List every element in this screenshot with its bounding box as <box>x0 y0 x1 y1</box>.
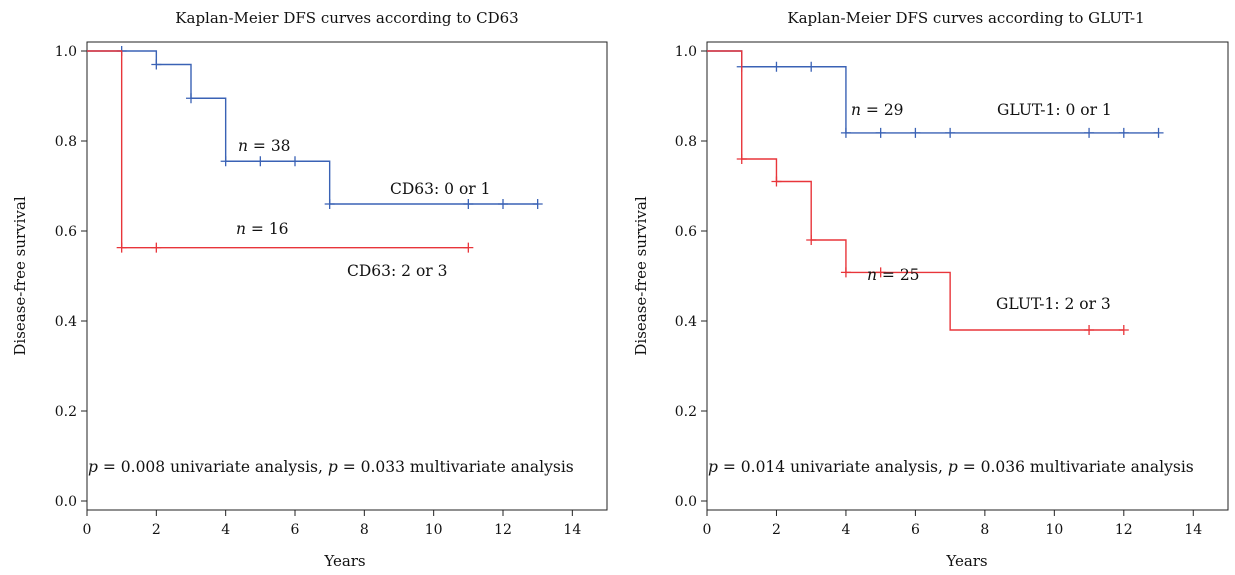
x-tick-label: 4 <box>221 522 230 538</box>
censor-mark <box>532 199 543 209</box>
censor-mark <box>116 242 127 253</box>
y-tick-label: 0.2 <box>55 404 77 420</box>
y-axis-title: Disease-free survival <box>632 196 650 355</box>
censor-mark <box>945 127 956 138</box>
x-tick-label: 14 <box>563 522 581 538</box>
censor-mark <box>771 61 782 72</box>
y-tick-label: 0.0 <box>675 494 697 510</box>
censor-mark <box>1118 325 1129 335</box>
censor-mark <box>736 154 747 164</box>
chart-cd63: Kaplan-Meier DFS curves according to CD6… <box>11 9 608 570</box>
legend-label-series-1: CD63: 0 or 1 <box>390 180 490 198</box>
legend-label-series-2: CD63: 2 or 3 <box>347 262 447 280</box>
x-axis: 0 2 4 6 8 10 12 14 <box>83 510 581 538</box>
series-layer <box>87 46 543 253</box>
censor-mark <box>1153 127 1164 138</box>
x-tick-label: 4 <box>841 522 850 538</box>
y-tick-label: 0.6 <box>675 224 697 240</box>
y-axis: 0.0 0.2 0.4 0.6 0.8 1.0 <box>675 44 707 510</box>
x-tick-label: 10 <box>1045 522 1063 538</box>
legend-label-series-1: GLUT-1: 0 or 1 <box>997 101 1112 119</box>
x-tick-label: 8 <box>980 522 989 538</box>
x-tick-label: 0 <box>83 522 92 538</box>
censor-mark <box>840 127 851 138</box>
y-axis: 0.0 0.2 0.4 0.6 0.8 1.0 <box>55 44 87 510</box>
x-tick-label: 0 <box>703 522 712 538</box>
y-tick-label: 0.4 <box>55 314 77 330</box>
censor-mark <box>151 242 162 253</box>
x-axis: 0 2 4 6 8 10 12 14 <box>703 510 1202 538</box>
km-curve-series-1 <box>707 50 1159 134</box>
x-tick-label: 14 <box>1184 522 1202 538</box>
censor-mark <box>840 267 851 278</box>
x-tick-label: 6 <box>911 522 920 538</box>
censor-mark <box>186 93 196 104</box>
x-tick-label: 12 <box>494 522 512 538</box>
n-label-series-1: n = 38 <box>238 137 291 155</box>
censor-mark <box>875 127 886 138</box>
legend-label-series-2: GLUT-1: 2 or 3 <box>996 295 1111 313</box>
p-value-annotation: p = 0.014 univariate analysis, p = 0.036… <box>708 458 1194 476</box>
censor-mark <box>910 127 921 138</box>
y-tick-label: 0.6 <box>55 224 77 240</box>
y-tick-label: 0.8 <box>55 134 77 150</box>
censor-mark <box>290 156 300 167</box>
y-axis-title: Disease-free survival <box>11 196 29 355</box>
censor-mark <box>151 59 162 70</box>
km-curve-series-1 <box>87 50 538 205</box>
censor-mark <box>498 199 508 209</box>
y-tick-label: 0.4 <box>675 314 697 330</box>
censor-mark <box>463 242 474 253</box>
x-tick-label: 2 <box>152 522 161 538</box>
y-tick-label: 1.0 <box>55 44 77 60</box>
censor-mark <box>875 267 886 278</box>
km-curve-series-2 <box>707 50 1124 331</box>
censor-mark <box>806 235 817 245</box>
p-value-annotation: p = 0.008 univariate analysis, p = 0.033… <box>88 458 574 476</box>
y-tick-label: 0.2 <box>675 404 697 420</box>
x-tick-label: 10 <box>425 522 443 538</box>
censor-mark <box>1084 127 1095 138</box>
n-label-series-2: n = 16 <box>236 220 289 238</box>
y-tick-label: 1.0 <box>675 44 697 60</box>
x-tick-label: 8 <box>360 522 369 538</box>
censor-mark <box>220 156 231 167</box>
chart-title: Kaplan-Meier DFS curves according to GLU… <box>787 9 1144 27</box>
plot-frame <box>706 41 1229 511</box>
n-label-series-2: n = 25 <box>867 266 920 284</box>
y-tick-label: 0.0 <box>55 494 77 510</box>
censor-mark <box>463 199 474 209</box>
censor-mark <box>255 156 266 167</box>
censor-mark <box>1118 127 1129 138</box>
chart-title: Kaplan-Meier DFS curves according to CD6… <box>175 9 518 27</box>
censor-mark <box>1084 325 1095 335</box>
x-tick-label: 6 <box>291 522 300 538</box>
n-label-series-1: n = 29 <box>851 101 904 119</box>
censor-mark <box>806 61 817 72</box>
censor-mark <box>771 176 782 187</box>
x-axis-title: Years <box>323 552 365 570</box>
plot-frame <box>86 41 608 511</box>
censor-mark <box>324 199 335 209</box>
x-tick-label: 12 <box>1115 522 1133 538</box>
x-axis-title: Years <box>945 552 987 570</box>
km-curve-series-2 <box>87 50 469 249</box>
chart-glut1: Kaplan-Meier DFS curves according to GLU… <box>632 9 1229 570</box>
y-tick-label: 0.8 <box>675 134 697 150</box>
series-layer <box>707 50 1164 335</box>
x-tick-label: 2 <box>772 522 781 538</box>
